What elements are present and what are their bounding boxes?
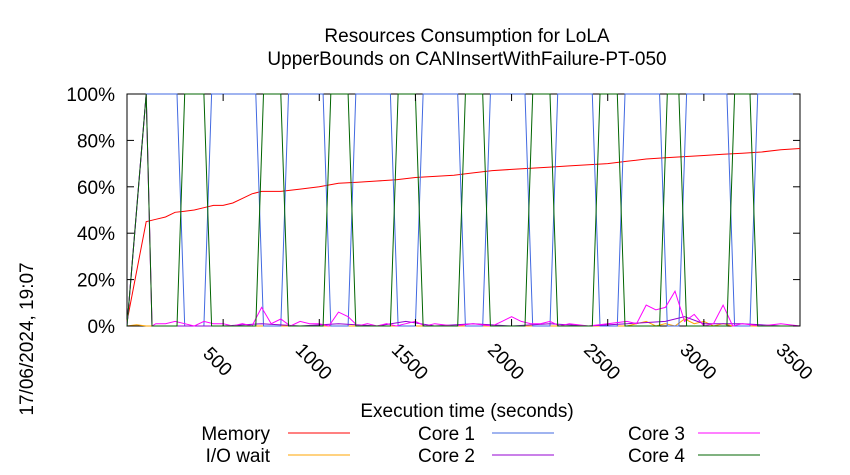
x-tick-label: 3000 xyxy=(675,340,720,385)
legend-item: Core 1 xyxy=(418,424,554,445)
legend-item: Core 4 xyxy=(628,446,760,467)
y-tick-label: 20% xyxy=(77,271,115,292)
plot-frame xyxy=(126,93,801,327)
x-tick-label: 2500 xyxy=(579,340,624,385)
x-tick-label: 2000 xyxy=(483,340,528,385)
plot-area xyxy=(126,93,801,327)
x-tick-label: 1500 xyxy=(387,340,432,385)
timestamp-label: 17/06/2024, 19:07 xyxy=(17,262,38,415)
chart-subtitle: UpperBounds on CANInsertWithFailure-PT-0… xyxy=(267,49,666,70)
chart-title: Resources Consumption for LoLA xyxy=(324,26,609,47)
series-line-core-1 xyxy=(126,93,800,327)
y-tick-label: 60% xyxy=(77,178,115,199)
legend-item: Memory xyxy=(201,424,350,445)
legend-label: Memory xyxy=(201,424,270,445)
x-axis: 500 1000 1500 2000 2500 3000 3500 xyxy=(198,94,816,384)
y-tick-label: 40% xyxy=(77,224,115,245)
x-tick-label: 3500 xyxy=(772,340,817,385)
y-tick-label: 100% xyxy=(66,85,115,106)
legend-item: Core 3 xyxy=(628,424,760,445)
legend-label: Core 2 xyxy=(418,446,475,467)
series-line-core-2 xyxy=(126,93,800,327)
legend-item: I/O wait xyxy=(206,446,350,467)
y-axis: 0% 20% 40% 60% 80% 100% xyxy=(66,85,800,338)
legend-label: Core 4 xyxy=(628,446,685,467)
legend-item: Core 2 xyxy=(418,446,554,467)
x-tick-label: 1000 xyxy=(291,340,336,385)
legend-label: Core 1 xyxy=(418,424,475,445)
y-tick-label: 0% xyxy=(88,317,116,338)
series-line-core-3 xyxy=(126,93,801,327)
series-line-memory xyxy=(126,148,801,322)
y-tick-label: 80% xyxy=(77,131,115,152)
x-tick-label: 500 xyxy=(198,343,235,380)
x-axis-label: Execution time (seconds) xyxy=(360,401,573,422)
legend-label: Core 3 xyxy=(628,424,685,445)
legend-label: I/O wait xyxy=(206,446,271,467)
series-line-core-4 xyxy=(126,93,800,327)
